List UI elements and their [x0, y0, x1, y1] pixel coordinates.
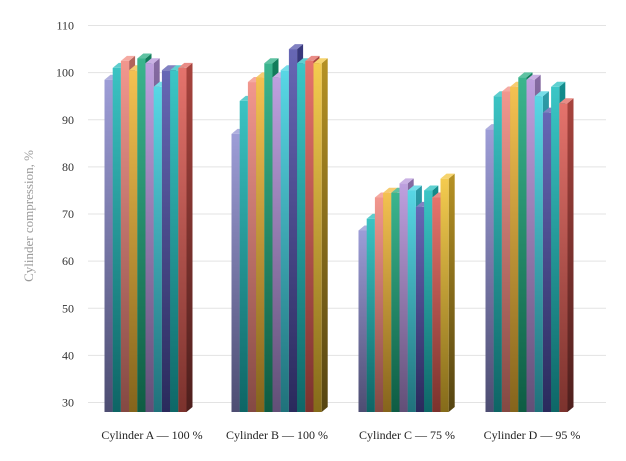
bar-front [501, 91, 511, 412]
bar-side [567, 98, 574, 412]
bar-front [297, 63, 306, 412]
bar-front [153, 86, 162, 412]
bar-top [526, 74, 541, 80]
bar-top [264, 58, 279, 64]
bar-front [104, 79, 113, 412]
x-category-label: Cylinder B — 100 % [226, 428, 328, 442]
bar-front [178, 67, 187, 412]
bar-front [170, 70, 179, 413]
bar-front [493, 96, 502, 412]
bar-top [559, 98, 574, 104]
bar-front [415, 206, 425, 412]
bar-front [542, 112, 552, 413]
bars [104, 44, 574, 413]
bar [559, 98, 574, 412]
bar-front [145, 63, 154, 412]
y-tick-label: 40 [62, 348, 74, 362]
bar-front [383, 192, 392, 412]
bar [178, 62, 193, 412]
bar-front [305, 60, 314, 412]
y-tick-label: 50 [62, 301, 74, 315]
x-category-label: Cylinder A — 100 % [101, 428, 202, 442]
bar-front [551, 86, 560, 412]
bar-front [440, 178, 449, 412]
x-category-label: Cylinder C — 75 % [359, 428, 455, 442]
bar-top [383, 187, 398, 193]
bar-top [305, 55, 320, 61]
bar-top [399, 178, 414, 184]
bar-top [178, 62, 193, 68]
bar-front [264, 63, 273, 412]
bar [440, 173, 455, 412]
bar-front [366, 218, 375, 412]
bar-top [288, 44, 304, 50]
bar-side [448, 173, 455, 412]
bar-front [288, 49, 298, 412]
y-axis-label: Cylinder compression, % [21, 150, 36, 282]
bar-front [358, 230, 367, 412]
bar-top [313, 58, 328, 64]
bar-front [231, 133, 240, 412]
bar-front [247, 82, 257, 413]
bar-front [559, 103, 568, 412]
bar-top [424, 185, 439, 191]
bar-front [518, 77, 527, 413]
y-tick-label: 90 [62, 113, 74, 127]
x-category-label: Cylinder D — 95 % [484, 428, 581, 442]
y-tick-label: 70 [62, 207, 74, 221]
y-tick-label: 60 [62, 254, 74, 268]
bar-front [374, 197, 384, 412]
bar-front [313, 63, 322, 412]
bar-front [432, 197, 441, 412]
x-axis-categories: Cylinder A — 100 % Cylinder B — 100 % Cyli… [101, 428, 580, 442]
bar-front [534, 96, 543, 412]
bar-front [112, 67, 121, 412]
bar-front [161, 70, 171, 413]
bar-front [526, 79, 535, 412]
bar [313, 58, 328, 412]
bar-front [120, 60, 130, 412]
bar-top [407, 185, 422, 191]
bar-front [272, 77, 281, 413]
y-tick-label: 100 [56, 66, 74, 80]
y-axis-ticks: 30 40 50 60 70 80 90 100 110 [56, 19, 74, 410]
bar-front [129, 70, 138, 413]
bar-front [137, 58, 146, 413]
bar-front [391, 192, 400, 412]
bar-front [256, 77, 265, 413]
bar-front [510, 86, 519, 412]
y-tick-label: 110 [56, 19, 74, 33]
bar-side [321, 58, 328, 412]
bar-top [137, 53, 152, 59]
y-tick-label: 30 [62, 396, 74, 410]
bar-top [534, 91, 549, 97]
bar-front [399, 183, 408, 412]
bar-front [280, 70, 289, 413]
bar-top [145, 58, 160, 64]
bar-top [518, 72, 533, 78]
bar-front [424, 190, 433, 412]
bar-top [161, 65, 177, 71]
bar-side [186, 62, 193, 412]
bar-top [440, 173, 455, 179]
bar-front [485, 129, 494, 413]
y-tick-label: 80 [62, 160, 74, 174]
bar-front [407, 190, 416, 412]
bar-top [551, 81, 566, 87]
bar-front [239, 100, 248, 413]
bar-top [120, 55, 136, 61]
